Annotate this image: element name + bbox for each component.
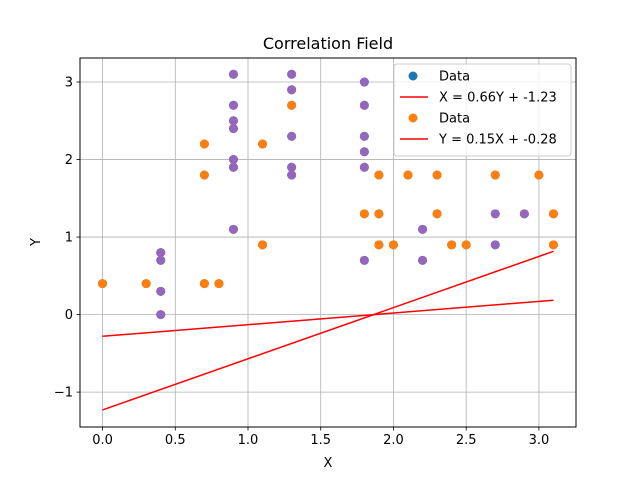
scatter-point [418, 224, 428, 234]
ticks: 0.0 0.5 1.0 1.5 2.0 2.5 3.0 −1 0 1 2 3 [54, 76, 549, 448]
series-layer [98, 69, 558, 411]
legend-box [393, 63, 572, 157]
scatter-point [388, 240, 398, 250]
legend-label: Data [439, 70, 470, 85]
scatter-point [156, 255, 166, 265]
scatter-point [461, 240, 471, 250]
scatter-point [359, 147, 369, 157]
scatter-point [228, 124, 238, 134]
scatter-point [228, 69, 238, 79]
scatter-point [548, 209, 558, 219]
series-1-fit-line [102, 250, 554, 411]
scatter-point [374, 240, 384, 250]
series-2-scatter [98, 85, 558, 289]
legend-marker [408, 71, 418, 81]
scatter-point [490, 209, 500, 219]
x-tick-label: 0.0 [92, 433, 113, 448]
scatter-point [228, 155, 238, 165]
scatter-point [548, 240, 558, 250]
scatter-point [287, 170, 297, 180]
scatter-point [403, 170, 413, 180]
scatter-point [519, 209, 529, 219]
legend-label: X = 0.66Y + -1.23 [439, 91, 557, 106]
y-tick-label: 2 [65, 153, 73, 168]
scatter-point [490, 240, 500, 250]
scatter-point [359, 100, 369, 110]
legend: Data X = 0.66Y + -1.23 Data Y = 0.15X + -0.… [393, 63, 572, 157]
regression-line [102, 299, 554, 338]
scatter-point [287, 100, 297, 110]
y-tick-label: 0 [65, 308, 73, 323]
legend-marker [408, 113, 418, 123]
regression-line [102, 250, 554, 411]
scatter-point [287, 69, 297, 79]
scatter-point [156, 286, 166, 296]
scatter-point [98, 279, 108, 289]
chart-title: Correlation Field [263, 34, 393, 53]
scatter-point [447, 240, 457, 250]
scatter-point [534, 170, 544, 180]
x-tick-label: 1.5 [310, 433, 331, 448]
scatter-point [156, 310, 166, 320]
scatter-point [374, 170, 384, 180]
plot-frame [79, 57, 577, 428]
x-tick-label: 0.5 [165, 433, 186, 448]
scatter-point [228, 162, 238, 172]
y-tick-label: 1 [65, 231, 73, 246]
scatter-point [432, 170, 442, 180]
scatter-point [199, 170, 209, 180]
series-4-scatter [156, 69, 529, 320]
scatter-point [141, 279, 151, 289]
x-tick-label: 1.0 [238, 433, 259, 448]
y-axis-label: Y [29, 238, 44, 247]
x-tick-label: 2.5 [456, 433, 477, 448]
y-tick-label: −1 [54, 386, 73, 401]
scatter-point [287, 85, 297, 95]
scatter-point [258, 240, 268, 250]
scatter-point [214, 279, 224, 289]
scatter-point [490, 170, 500, 180]
scatter-point [287, 131, 297, 141]
scatter-point [258, 139, 268, 149]
scatter-point [418, 255, 428, 265]
scatter-point [199, 279, 209, 289]
scatter-point [432, 209, 442, 219]
scatter-point [228, 100, 238, 110]
scatter-point [228, 224, 238, 234]
scatter-point [156, 248, 166, 258]
x-tick-label: 3.0 [529, 433, 550, 448]
legend-label: Y = 0.15X + -0.28 [438, 133, 557, 148]
y-tick-label: 3 [65, 76, 73, 91]
series-3-fit-line [102, 299, 554, 338]
x-axis-label: X [324, 456, 333, 471]
scatter-point [199, 139, 209, 149]
scatter-point [359, 131, 369, 141]
legend-label: Data [439, 112, 470, 127]
scatter-point [287, 162, 297, 172]
scatter-point [359, 209, 369, 219]
scatter-point [228, 116, 238, 126]
scatter-point [359, 162, 369, 172]
scatter-point [374, 209, 384, 219]
scatter-point [359, 77, 369, 87]
x-tick-label: 2.0 [383, 433, 404, 448]
scatter-point [359, 255, 369, 265]
